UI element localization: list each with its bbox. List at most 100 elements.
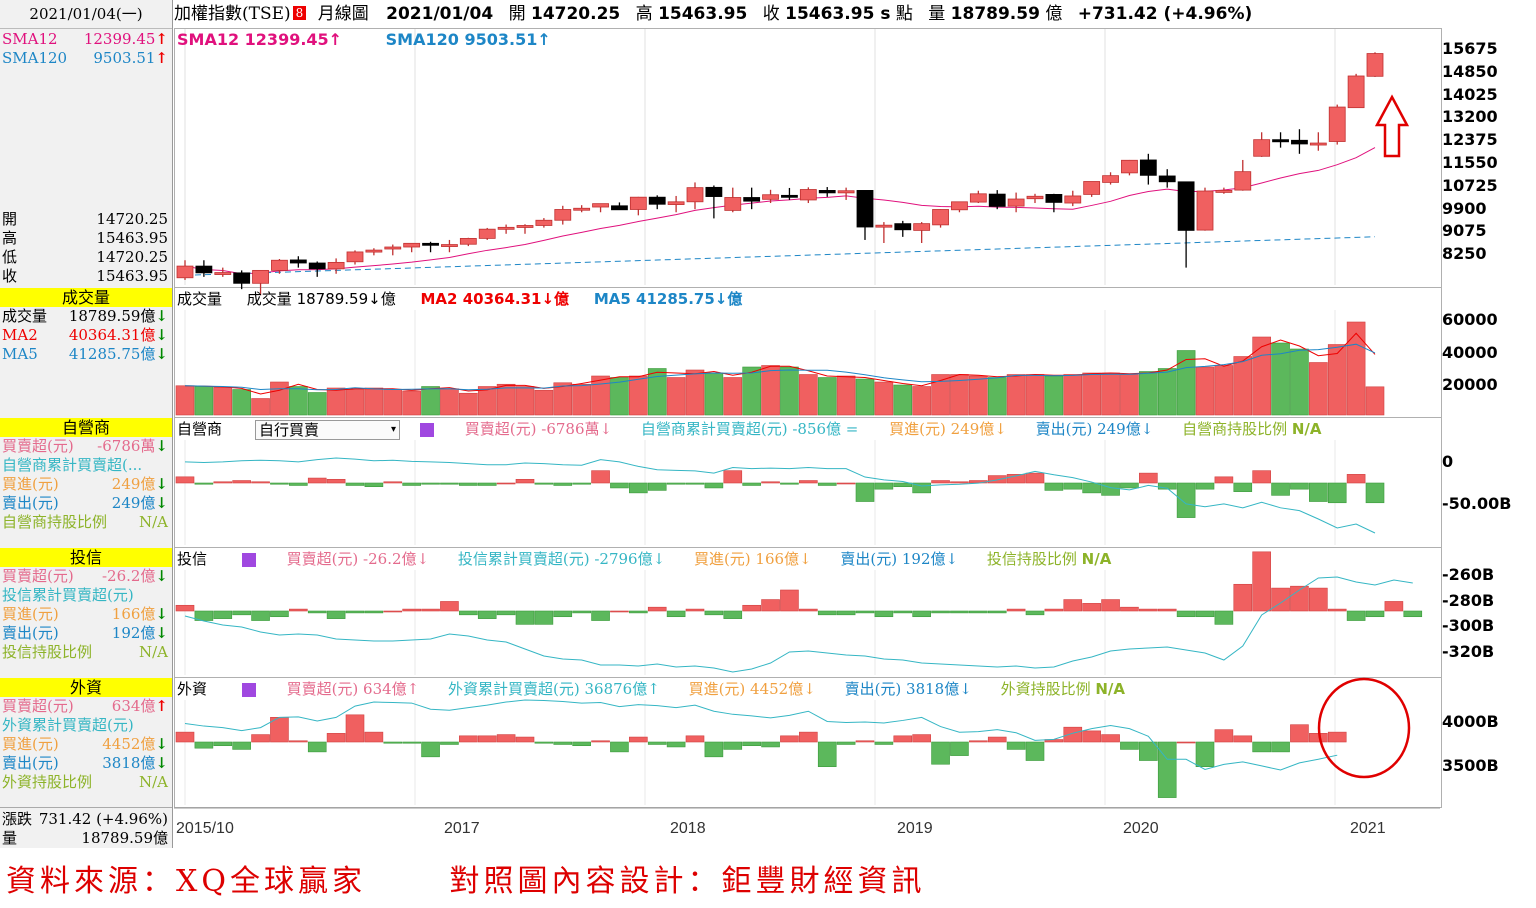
dealer-bar [1365, 482, 1385, 504]
volume-bar [1044, 375, 1064, 416]
volume-bar [326, 387, 346, 416]
trust-ratio-value: N/A [1081, 550, 1112, 568]
volume-bar [572, 383, 591, 416]
trust-bar [1139, 608, 1158, 612]
left-dealer-3-label: 賣出(元) [2, 494, 59, 512]
chart-kind[interactable]: 月線圖 [317, 4, 369, 24]
dealer-bar [459, 482, 478, 486]
volume-bar [1233, 356, 1253, 416]
volume-bar [1082, 372, 1101, 416]
volume-bar [987, 377, 1007, 416]
volume-bar [1309, 362, 1328, 416]
volume-bar [270, 381, 289, 416]
foreign-bar [723, 741, 743, 750]
volume-bar [421, 386, 440, 416]
dealer-bar [987, 475, 1007, 484]
dealer-bar [515, 478, 535, 484]
left-ohlc-2-label: 低 [2, 248, 18, 266]
trust-bar [780, 589, 799, 612]
candle-body [1083, 181, 1101, 195]
dealer-bar [666, 482, 686, 485]
candle-body [629, 196, 647, 210]
left-dealer-2-label: 買進(元) [2, 475, 59, 493]
trust-bar [1290, 585, 1309, 612]
dealer-bar [836, 482, 856, 485]
foreign-y-tick: 3500B [1442, 756, 1499, 775]
instrument-name[interactable]: 加權指數(TSE) [174, 4, 291, 24]
foreign-bar [1252, 741, 1271, 753]
dealer-bar [723, 470, 743, 484]
volume-bar [893, 384, 913, 416]
left-foreign-4-label: 外資持股比例 [2, 773, 93, 791]
dealer-type-dropdown[interactable]: 自行買賣 ▾ [255, 420, 400, 440]
candle-body [573, 207, 591, 211]
trust-bar [931, 610, 950, 614]
candle-body [478, 228, 496, 239]
foreign-bar [251, 734, 270, 743]
candle-body [516, 225, 534, 228]
list-icon[interactable] [241, 553, 256, 567]
chevron-down-icon: ▾ [390, 424, 396, 435]
candle-body [724, 197, 742, 211]
foreign-section-header[interactable]: 外資 [0, 678, 172, 697]
trust-bar [629, 610, 648, 614]
trust-bar [1403, 610, 1423, 618]
trust-bar [1365, 610, 1385, 618]
foreign-bar [364, 731, 384, 743]
left-trust-2-label: 買進(元) [2, 605, 59, 623]
trust-section-header[interactable]: 投信 [0, 548, 172, 567]
volume-bar [175, 385, 195, 416]
left-dealer-0-label: 買賣超(元) [2, 437, 74, 455]
dealer-section-header[interactable]: 自營商 [0, 418, 172, 437]
left-bottom-1-label: 量 [2, 829, 18, 847]
unit-label: 點 [895, 4, 913, 24]
volume-bar [232, 389, 251, 416]
left-volume-1: MA2 40364.31億↓ [2, 326, 170, 345]
foreign-bar [307, 741, 327, 753]
volume-bar [1101, 372, 1120, 416]
left-foreign-0-value: 634億 [111, 697, 156, 715]
dealer-bar [1006, 474, 1026, 484]
trust-bar [1176, 610, 1196, 618]
volume-bar [761, 365, 780, 416]
trust-bar [364, 610, 384, 614]
dealer-bar [1157, 482, 1177, 490]
x-axis-tick: 2018 [670, 820, 706, 837]
trust-bar [1120, 606, 1139, 612]
foreign-bar [1157, 741, 1177, 798]
list-icon[interactable] [241, 683, 256, 697]
dealer-bar [647, 482, 667, 491]
candle-body [988, 193, 1006, 207]
left-volume-2: MA5 41285.75億↓ [2, 345, 170, 364]
foreign-bar [553, 741, 573, 745]
x-axis-tick: 2021 [1350, 820, 1386, 837]
dealer-type-value: 自行買賣 [259, 421, 320, 439]
volume-section-header[interactable]: 成交量 [0, 288, 172, 307]
dealer-bar [761, 481, 780, 484]
left-dealer-2-value: 249億 [111, 475, 156, 493]
arrow-up-icon: ↑ [155, 49, 168, 67]
arrow-down-icon: ↓ [155, 326, 168, 344]
foreign-bar [685, 735, 705, 743]
foreign-bar [383, 741, 403, 744]
foreign-bar [289, 740, 308, 743]
trust-bar [893, 610, 913, 614]
trust-bar [761, 599, 780, 612]
x-axis-tick: 2019 [897, 820, 933, 837]
foreign-panel-title: 外資 [177, 680, 208, 698]
arrow-up-icon: ↑ [155, 697, 168, 715]
ma5-legend: MA5 41285.75↓億 [593, 290, 743, 308]
price-panel[interactable] [174, 28, 1442, 288]
trust-bar [799, 608, 818, 612]
trust-bar [307, 610, 327, 614]
list-icon[interactable] [420, 423, 434, 437]
left-bottom-1-value: 18789.59億 [81, 829, 168, 847]
trust-bar [723, 610, 743, 619]
left-ohlc-2: 低 14720.25 [2, 248, 170, 267]
dealer-bar [402, 482, 421, 486]
price-y-tick: 14850 [1442, 61, 1498, 81]
left-trust-4-label: 投信持股比例 [2, 643, 93, 661]
candle-body [762, 194, 779, 200]
dealer-bar [345, 482, 365, 486]
volume-bar [1365, 386, 1385, 416]
